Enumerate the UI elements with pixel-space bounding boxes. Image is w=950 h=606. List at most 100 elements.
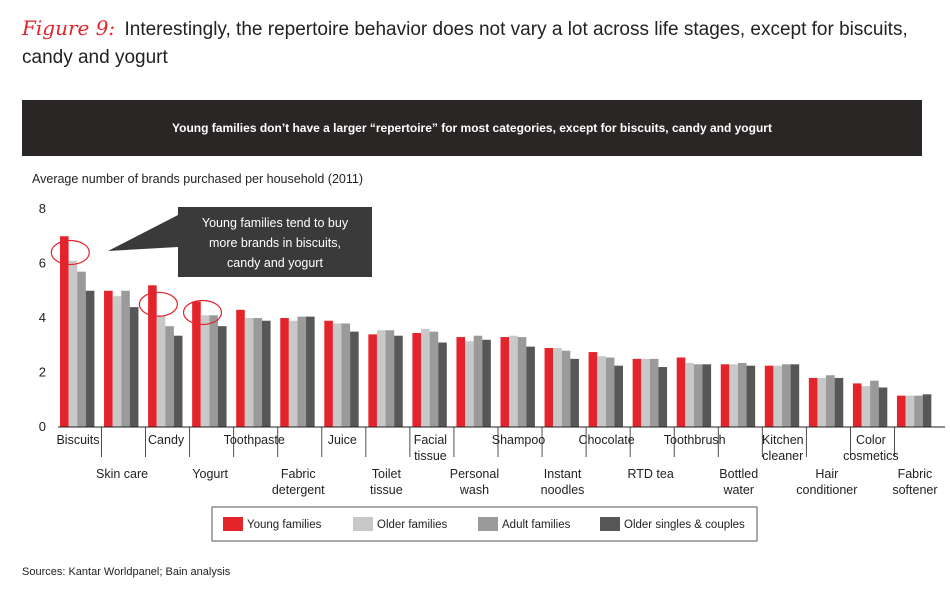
bar-older-skin-care [112,296,122,427]
bar-chart: 0 2 4 6 8 Biscuits Skin care Candy Yogurt Toothp… [39,201,945,542]
bar-older-rtd-tea [641,358,650,428]
category-label-personal-wash: Personal wash [450,467,499,497]
bar-older-fabric-softener [905,395,915,427]
y-tick-label: 2 [39,365,46,380]
bar-adult-shampoo [517,337,527,427]
bar-older-juice [332,323,342,427]
bar-singles-toothpaste [262,320,271,427]
category-label-instant-noodles: Instant noodles [541,467,585,497]
bar-young-facial-tissue [412,332,421,427]
bar-young-hair-conditioner [808,377,818,427]
bar-singles-facial-tissue [438,342,447,427]
bar-adult-fabric-detergent [297,316,307,427]
category-label-shampoo: Shampoo [492,433,546,447]
legend-swatch-singles [600,517,620,531]
category-label-rtd-tea: RTD tea [627,467,673,481]
category-label-yogurt: Yogurt [192,467,228,481]
category-label-fabric-softener: Fabric softener [892,467,937,497]
bar-young-juice [324,320,333,427]
bar-adult-chocolate [605,357,615,427]
bar-adult-facial-tissue [429,331,439,428]
bar-singles-shampoo [526,346,535,427]
bar-young-chocolate [588,352,598,427]
bar-older-hair-conditioner [817,377,827,427]
legend-label-young: Young families [247,519,322,531]
bar-singles-kitchen-cleaner [790,364,800,427]
category-label-chocolate: Chocolate [578,433,634,447]
bar-adult-yogurt [209,315,218,427]
category-label-biscuits: Biscuits [56,433,99,447]
sources-note: Sources: Kantar Worldpanel; Bain analysi… [22,566,231,578]
category-label-toilet-tissue: Toilet tissue [370,467,403,497]
callout-text-line: candy and yogurt [227,256,323,270]
category-label-kitchen-cleaner: Kitchen cleaner [762,433,804,463]
bar-older-personal-wash [465,341,474,427]
bar-older-chocolate [597,356,606,427]
bar-adult-rtd-tea [649,358,659,428]
bar-young-skin-care [104,290,113,427]
bar-young-toilet-tissue [368,334,377,427]
bar-singles-toilet-tissue [394,335,403,427]
bar-young-bottled-water [720,364,730,427]
bar-older-biscuits [68,260,78,427]
category-labels: Biscuits Skin care Candy Yogurt Toothpaste Fa… [56,433,937,497]
bar-adult-toilet-tissue [385,330,395,427]
bar-singles-skin-care [129,307,139,427]
bar-older-bottled-water [729,364,738,427]
bar-young-yogurt [192,301,201,427]
bar-singles-rtd-tea [658,367,668,427]
bar-adult-candy [165,326,174,428]
bar-singles-instant-noodles [570,358,579,428]
bar-young-personal-wash [456,337,466,427]
callout-text-line: Young families tend to buy [202,216,349,230]
bar-older-kitchen-cleaner [773,365,782,427]
bar-young-shampoo [500,337,510,427]
figure-label: Figure 9: [22,16,116,40]
bar-older-yogurt [200,315,210,427]
callout-pointer [108,215,178,251]
bar-adult-instant-noodles [561,350,571,427]
bar-young-color-cosmetics [852,383,862,427]
legend: Young families Older families Adult famili… [211,506,758,542]
x-axis [58,426,945,457]
bar-older-fabric-detergent [288,320,298,427]
bar-adult-juice [341,323,351,427]
highlight-circle-candy [138,291,178,317]
bar-older-facial-tissue [421,328,430,427]
category-label-toothpaste: Toothpaste [224,433,285,447]
bar-adult-bottled-water [737,362,747,427]
bar-adult-hair-conditioner [826,375,835,427]
bar-older-candy [156,315,166,427]
legend-swatch-adult [478,517,498,531]
y-axis-caption: Average number of brands purchased per h… [32,172,364,186]
y-axis-ticks: 0 2 4 6 8 [39,201,46,434]
bar-singles-bottled-water [746,365,756,427]
category-label-hair-conditioner: Hair conditioner [796,467,857,497]
category-label-bottled-water: Bottled water [719,467,758,497]
bar-singles-color-cosmetics [878,387,888,427]
bar-adult-kitchen-cleaner [782,364,791,427]
bar-adult-toothbrush [693,364,703,427]
bar-adult-skin-care [121,290,130,427]
category-label-facial-tissue: Facial tissue [414,433,447,463]
y-tick-label: 0 [39,419,46,434]
bar-young-toothbrush [676,357,686,427]
bar-young-instant-noodles [544,347,554,427]
legend-label-singles: Older singles & couples [624,519,745,531]
bar-older-color-cosmetics [861,386,871,428]
bar-singles-personal-wash [482,339,491,427]
bar-singles-chocolate [614,365,623,427]
legend-label-adult: Adult families [502,519,571,531]
bar-older-toothbrush [685,362,694,427]
legend-swatch-older [353,517,373,531]
bar-adult-toothpaste [253,318,262,427]
bar-adult-color-cosmetics [870,380,879,427]
bar-older-toothpaste [244,318,254,427]
bar-singles-biscuits [85,290,95,427]
bar-young-fabric-softener [896,395,906,427]
y-tick-label: 4 [39,310,46,325]
highlight-circle-yogurt [182,299,223,326]
bar-singles-candy [173,335,183,427]
bar-series [60,236,932,428]
bar-older-instant-noodles [553,347,562,427]
